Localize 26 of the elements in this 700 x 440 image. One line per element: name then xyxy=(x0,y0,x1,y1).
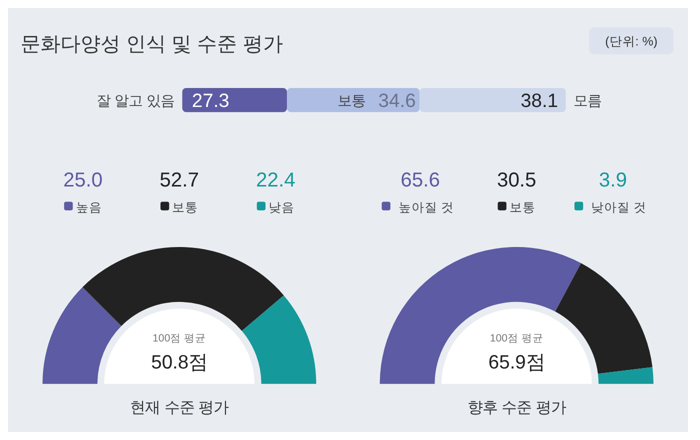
data-label: 52.7 xyxy=(160,169,200,192)
text: 65.9점 xyxy=(488,352,545,374)
text: 현재 수준 평가 xyxy=(130,400,229,417)
text: 향후 수준 평가 xyxy=(467,400,566,417)
series-label: 보통 xyxy=(338,93,366,110)
data-label: 34.6 xyxy=(378,91,416,112)
legend-label: 낮아질 것 xyxy=(591,200,647,214)
legend-label: 보통 xyxy=(172,200,198,214)
data-label: 38.1 xyxy=(520,91,558,112)
legend-label: 높음 xyxy=(76,200,102,214)
legend-label: 높아질 것 xyxy=(398,200,454,214)
data-label: 22.4 xyxy=(256,169,296,192)
data-label: 25.0 xyxy=(63,169,103,192)
text: 100점 평균 xyxy=(490,332,544,344)
text: 100점 평균 xyxy=(152,332,206,344)
legend-label: 낮음 xyxy=(268,200,295,214)
data-label: 3.9 xyxy=(598,169,628,192)
series-label: 잘 알고 있음 xyxy=(96,93,175,110)
text: 50.8점 xyxy=(151,352,208,374)
data-label: 30.5 xyxy=(496,169,536,192)
data-label: 65.6 xyxy=(400,169,440,192)
text: (단위: %) xyxy=(605,34,658,49)
legend-label: 보통 xyxy=(509,200,536,214)
series-label: 모름 xyxy=(573,93,602,110)
data-label: 27.3 xyxy=(192,91,230,112)
chart-title: 문화다양성 인식 및 수준 평가 xyxy=(20,33,283,56)
